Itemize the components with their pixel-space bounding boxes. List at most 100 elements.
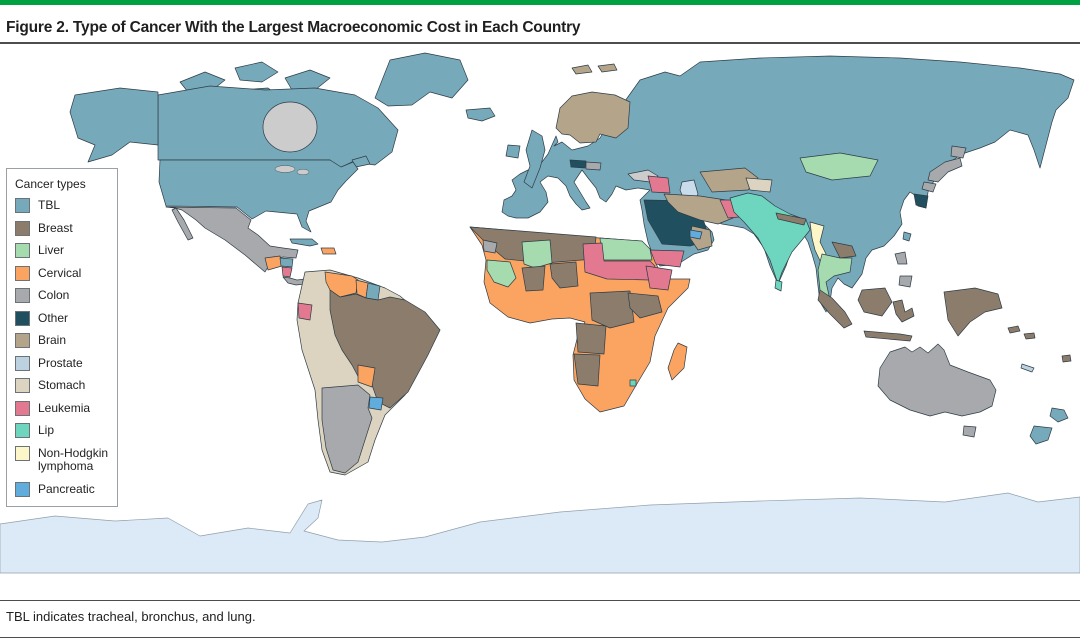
legend-item-label: Leukemia <box>38 400 91 415</box>
region-philippines <box>898 275 913 288</box>
region-philippines <box>894 251 908 265</box>
region-western-sahara <box>482 239 498 254</box>
region-kyrgyzstan-tajikistan <box>745 177 773 193</box>
region-antarctica <box>0 492 1080 574</box>
region-austria <box>569 159 587 169</box>
legend-item: Brain <box>15 333 109 348</box>
region-honduras <box>279 257 294 268</box>
region-mali <box>521 239 553 269</box>
region-sulawesi <box>892 299 915 323</box>
region-uganda-kenya <box>627 292 663 319</box>
region-argentina <box>321 384 373 474</box>
region-greenland <box>374 52 469 107</box>
region-mexico <box>165 206 299 273</box>
legend-swatch <box>15 198 30 213</box>
legend-item-label: Colon <box>38 288 70 302</box>
region-drc <box>589 290 635 329</box>
legend-item-label: Lip <box>38 423 55 437</box>
region-taiwan <box>902 231 912 242</box>
great-lakes <box>296 168 310 175</box>
region-new-guinea <box>943 287 1003 337</box>
legend-items: TBL Breast Liver Cervical Colon Other Brain Pro… <box>15 198 109 497</box>
region-alaska <box>69 87 159 163</box>
region-iceland <box>465 107 496 122</box>
legend-item-label: Pancreatic <box>38 481 95 496</box>
region-fiji <box>1061 354 1072 363</box>
legend-title: Cancer types <box>15 177 86 191</box>
figure-footnote: TBL indicates tracheal, bronchus, and lu… <box>6 609 256 624</box>
legend-swatch <box>15 243 30 258</box>
region-sri-lanka <box>774 279 783 292</box>
legend-item: TBL <box>15 198 109 213</box>
region-brazil <box>329 289 441 409</box>
region-solomon-islands <box>1007 325 1021 334</box>
region-usa <box>158 159 359 233</box>
region-new-zealand <box>1029 425 1053 445</box>
region-svalbard <box>597 63 618 73</box>
region-ireland <box>505 144 521 159</box>
footnote-rule-top <box>0 600 1080 601</box>
world-map-svg <box>0 52 1080 574</box>
region-eurasia <box>501 55 1075 313</box>
region-ethiopia <box>645 265 673 291</box>
region-new-zealand <box>1049 407 1069 423</box>
map-legend: Cancer types TBL Breast Liver Cervical Colon… <box>6 168 118 507</box>
region-ghana <box>521 265 546 292</box>
legend-item: Other <box>15 310 109 326</box>
region-uae <box>689 229 703 240</box>
region-guatemala <box>264 255 283 271</box>
legend-item: Prostate <box>15 355 109 371</box>
legend-swatch <box>15 355 30 371</box>
legend-item: Leukemia <box>15 400 109 416</box>
legend-swatch <box>15 423 30 438</box>
region-mongolia <box>799 152 879 181</box>
legend-item-label: Prostate <box>38 355 83 370</box>
region-australia <box>877 343 997 417</box>
legend-item-label: Stomach <box>38 378 86 392</box>
region-angola <box>575 322 607 355</box>
legend-item: Colon <box>15 288 109 303</box>
legend-item-label: Liver <box>38 243 65 257</box>
legend-item-label: Breast <box>38 220 73 235</box>
region-solomon-islands <box>1023 332 1036 340</box>
region-suriname <box>365 282 381 301</box>
legend-swatch <box>15 481 30 497</box>
region-sumatra <box>817 289 853 329</box>
legend-swatch <box>15 445 30 461</box>
region-java <box>863 330 913 342</box>
region-japan <box>921 181 937 193</box>
region-venezuela <box>324 271 359 298</box>
legend-item: Lip <box>15 423 109 438</box>
legend-swatch <box>15 288 30 303</box>
legend-swatch <box>15 400 30 416</box>
accent-bar <box>0 0 1080 5</box>
region-svalbard <box>571 64 593 75</box>
legend-item: Liver <box>15 243 109 258</box>
figure-title: Figure 2. Type of Cancer With the Larges… <box>6 19 581 36</box>
legend-item: Pancreatic <box>15 481 109 497</box>
legend-swatch <box>15 220 30 236</box>
region-borneo <box>857 287 893 317</box>
region-namibia <box>573 353 601 387</box>
region-canadian-arctic <box>234 61 279 83</box>
legend-item: Breast <box>15 220 109 236</box>
region-paraguay <box>357 364 376 388</box>
region-chad-sudan <box>582 242 656 281</box>
footnote-rule-bottom <box>0 637 1080 638</box>
region-scandinavia <box>555 91 631 144</box>
region-senegal-guinea <box>486 259 517 288</box>
region-canadian-arctic <box>284 69 331 91</box>
region-cuba <box>289 238 319 247</box>
region-south-korea <box>913 193 929 209</box>
great-lakes <box>274 165 296 173</box>
region-japan <box>950 145 967 159</box>
region-new-caledonia <box>1020 363 1035 373</box>
legend-swatch <box>15 310 30 326</box>
region-britain <box>523 129 546 189</box>
region-syria <box>647 175 671 194</box>
world-map: Cancer types TBL Breast Liver Cervical Colon… <box>0 50 1080 590</box>
region-hispaniola <box>320 247 337 255</box>
legend-swatch <box>15 333 30 348</box>
region-uruguay <box>368 396 384 411</box>
legend-swatch <box>15 265 30 281</box>
